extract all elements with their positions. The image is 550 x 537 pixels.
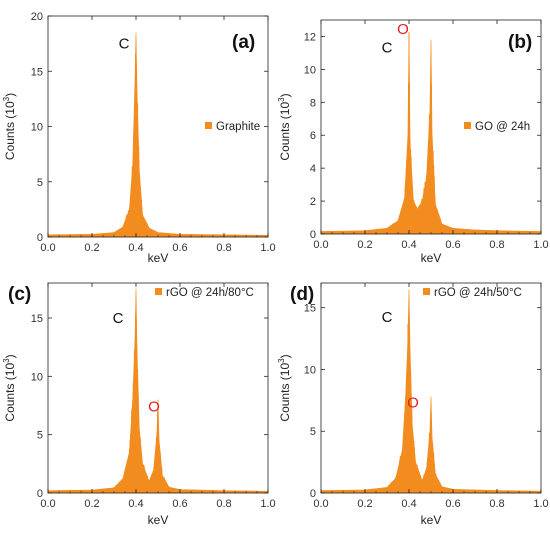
spectrum-spikes [113,317,181,493]
legend-label: Graphite [216,121,260,133]
y-tick-label: 5 [310,426,316,438]
legend: rGO @ 24h/50°C [423,287,522,299]
y-tick-label: 0 [310,488,316,500]
y-axis: 0 5 10 15 [304,303,541,500]
x-tick-label: 0.6 [172,242,187,254]
legend-swatch [423,288,430,295]
y-tick-label: 5 [37,177,43,189]
x-tick-label: 0.4 [128,498,143,510]
panel-d: 0.0 0.2 0.4 0.6 0.8 1.0 0 5 10 15 keV Counts (103) (… [277,282,549,527]
x-tick-label: 1.0 [533,239,548,251]
x-tick-label: 0.0 [313,498,328,510]
x-tick-label: 0.6 [445,239,460,251]
peak-label-o: O [148,399,160,416]
peak-label-c: C [382,309,393,326]
peak-label-c: C [113,310,124,327]
spectrum-area [47,32,269,238]
y-tick-label: 2 [310,196,316,208]
y-tick-label: 10 [31,122,43,134]
y-axis-label: Counts (103) [277,354,292,421]
legend-swatch [205,122,212,129]
peak-label-c: C [382,40,393,57]
spectrum-spikes [113,53,181,237]
panel-label: (d) [290,284,314,305]
y-axis: 0 5 10 15 20 [31,11,268,244]
y-tick-label: 0 [37,488,43,500]
panel-label: (b) [508,32,532,53]
panel-a: 0.0 0.2 0.4 0.6 0.8 1.0 0 5 10 15 20 keV Counts (103… [2,11,276,265]
x-tick-label: 0.8 [216,498,231,510]
y-axis: 0 2 4 6 8 10 12 [304,31,541,241]
x-tick-label: 0.0 [40,498,55,510]
y-tick-label: 6 [310,130,316,142]
legend: Graphite [205,121,260,133]
x-tick-label: 0.8 [216,242,231,254]
x-tick-label: 0.0 [40,242,55,254]
x-axis-label: keV [148,251,169,265]
panel-label: (a) [232,32,255,53]
y-tick-label: 15 [304,303,316,315]
legend: rGO @ 24h/80°C [155,287,254,299]
legend-label: rGO @ 24h/50°C [434,287,522,299]
peak-label-c: C [119,36,130,53]
y-tick-label: 5 [37,430,43,442]
panel-b: 0.0 0.2 0.4 0.6 0.8 1.0 0 2 4 6 8 10 12 keV Counts (10… [277,19,549,265]
y-axis-label: Counts (103) [2,354,17,421]
x-tick-label: 0.4 [401,498,416,510]
x-tick-label: 0.0 [313,239,328,251]
x-tick-label: 0.2 [357,498,372,510]
peak-label-o: O [407,395,419,412]
legend-label: GO @ 24h [475,121,530,133]
y-axis-label: Counts (103) [2,93,17,160]
y-tick-label: 0 [37,232,43,244]
x-tick-label: 0.2 [84,242,99,254]
x-axis-label: keV [421,251,442,265]
y-axis-label: Counts (103) [277,93,292,160]
x-tick-label: 0.2 [84,498,99,510]
x-axis: 0.0 0.2 0.4 0.6 0.8 1.0 [40,16,276,254]
x-axis: 0.0 0.2 0.4 0.6 0.8 1.0 [313,20,549,251]
x-tick-label: 1.0 [533,498,548,510]
x-tick-label: 1.0 [260,242,275,254]
x-tick-label: 1.0 [260,498,275,510]
x-tick-label: 0.2 [357,239,372,251]
y-tick-label: 15 [31,66,43,78]
x-tick-label: 0.6 [445,498,460,510]
x-axis-label: keV [148,513,169,527]
y-tick-label: 8 [310,97,316,109]
x-axis: 0.0 0.2 0.4 0.6 0.8 1.0 [40,283,276,510]
y-axis: 0 5 10 15 [31,313,268,500]
legend-swatch [155,288,162,295]
y-tick-label: 20 [31,11,43,23]
spectrum-spikes [386,312,454,493]
y-tick-label: 0 [310,229,316,241]
y-tick-label: 15 [31,313,43,325]
x-tick-label: 0.8 [489,498,504,510]
y-tick-label: 12 [304,31,316,43]
y-tick-label: 10 [304,64,316,76]
panel-c: 0.0 0.2 0.4 0.6 0.8 1.0 0 5 10 15 keV Counts (103) (… [2,282,276,527]
x-tick-label: 0.4 [128,242,143,254]
legend: GO @ 24h [464,121,530,133]
x-tick-label: 0.6 [172,498,187,510]
legend-swatch [464,122,471,129]
y-tick-label: 10 [31,371,43,383]
y-tick-label: 10 [304,364,316,376]
x-axis-label: keV [421,513,442,527]
x-tick-label: 0.4 [401,239,416,251]
peak-label-o: O [397,21,409,38]
x-axis: 0.0 0.2 0.4 0.6 0.8 1.0 [313,283,549,510]
panel-label: (c) [8,284,31,305]
spectrum-spikes [386,32,454,234]
legend-label: rGO @ 24h/80°C [166,287,254,299]
x-tick-label: 0.8 [489,239,504,251]
y-tick-label: 4 [310,163,316,175]
